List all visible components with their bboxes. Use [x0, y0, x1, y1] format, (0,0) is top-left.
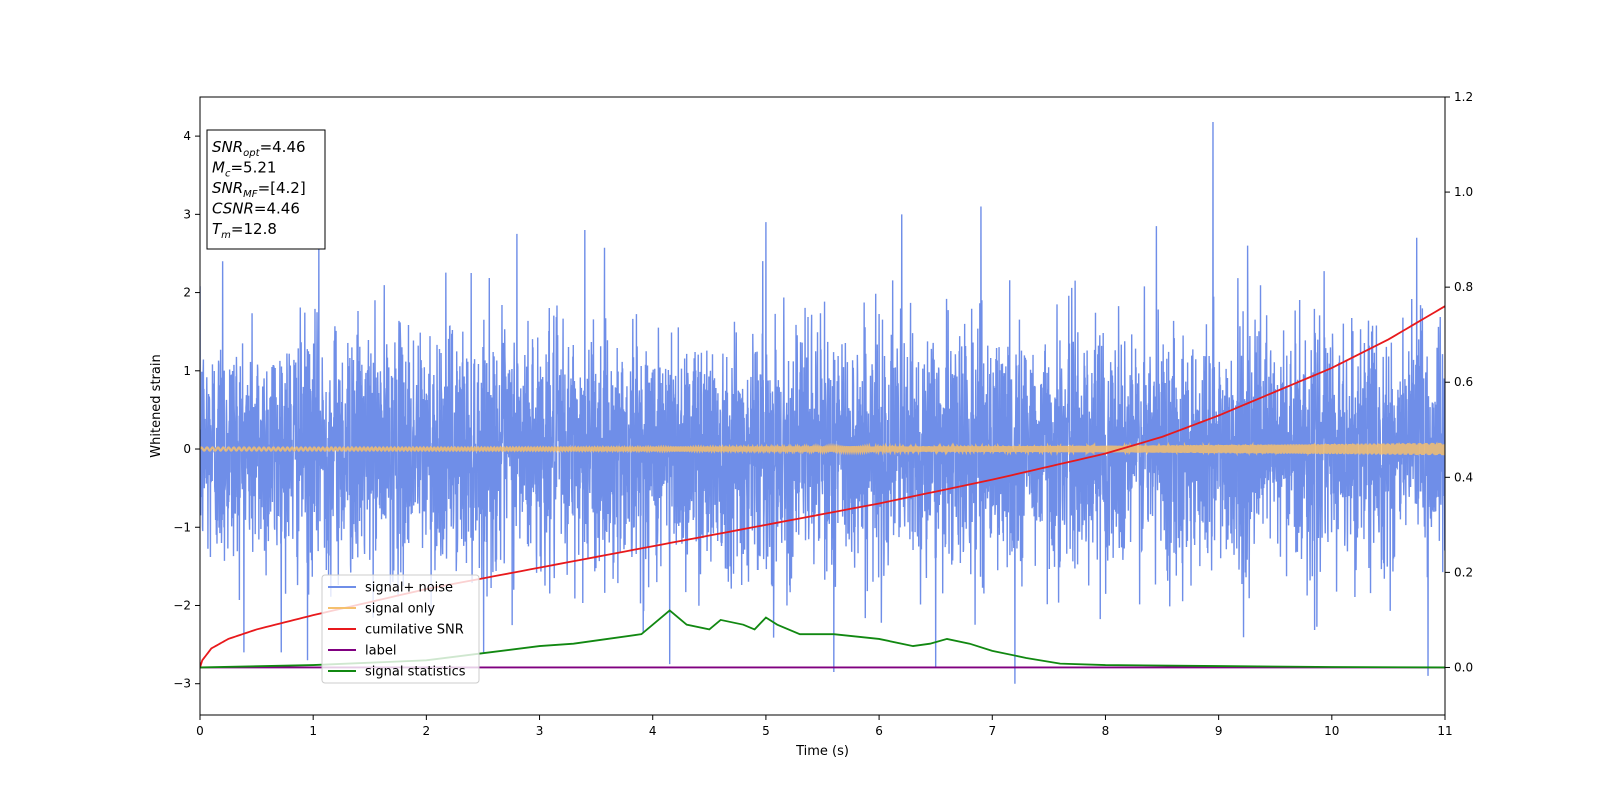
y-tick-label: 0 [183, 442, 191, 456]
x-tick-label: 11 [1437, 724, 1452, 738]
info-line-value: =4.46 [260, 138, 306, 156]
legend-label-signal-only: signal only [365, 602, 435, 617]
info-line-symbol: T [212, 220, 223, 238]
info-line: Mc=5.21 [212, 159, 276, 180]
series-cumilative-snr-line [200, 305, 1445, 668]
x-tick-label: 1 [309, 724, 317, 738]
x-tick-label: 9 [1215, 724, 1223, 738]
y-axis-right: 0.0 0.2 0.4 0.6 0.8 1.0 1.2 [1445, 90, 1473, 674]
series-signal-only-line [200, 441, 1445, 457]
info-box: SNRopt=4.46Mc=5.21SNRMF=[4.2]CSNR=4.46Tm… [206, 129, 326, 250]
info-line-symbol: SNR [212, 179, 243, 197]
x-tick-label: 4 [649, 724, 657, 738]
y-axis-label: Whitened strain [149, 354, 164, 457]
plot-frame [199, 96, 1446, 716]
x-tick-label: 5 [762, 724, 770, 738]
info-line: CSNR=4.46 [212, 200, 300, 218]
x-tick-label: 2 [423, 724, 431, 738]
x-tick-label: 7 [988, 724, 996, 738]
info-line-value: =4.46 [254, 200, 300, 218]
info-box-frame [206, 129, 326, 250]
info-line-value: =[4.2] [258, 179, 306, 197]
y-tick-label: −2 [173, 598, 191, 612]
legend-frame [321, 574, 480, 684]
info-line-subscript: MF [243, 189, 258, 200]
y-tick-label: −3 [173, 677, 191, 691]
info-line-symbol: SNR [212, 138, 243, 156]
x-tick-label: 10 [1324, 724, 1339, 738]
info-line: SNRMF=[4.2] [212, 179, 306, 200]
x-tick-label: 6 [875, 724, 883, 738]
legend-label-cumilative-snr: cumilative SNR [365, 623, 464, 638]
y-axis-left: −3 −2 −1 0 1 2 3 4 [173, 129, 200, 691]
y2-tick-label: 0.4 [1454, 470, 1473, 484]
info-line-subscript: m [221, 230, 231, 241]
series-signal-noise-line [200, 122, 1445, 684]
legend-label-signal-noise: signal+ noise [365, 581, 453, 596]
x-tick-label: 8 [1102, 724, 1110, 738]
y-tick-label: 2 [183, 286, 191, 300]
info-line-value: =5.21 [230, 159, 276, 177]
info-line: Tm=12.8 [212, 220, 277, 241]
x-axis: 0 1 2 3 4 5 6 7 8 9 10 11 [196, 715, 1453, 738]
legend-label-label: label [365, 644, 396, 659]
series-signal-statistics-line [200, 609, 1445, 669]
x-tick-label: 3 [536, 724, 544, 738]
y2-tick-label: 0.8 [1454, 280, 1473, 294]
info-line: SNRopt=4.46 [212, 138, 306, 159]
legend-label-signal-statistics: signal statistics [365, 665, 466, 680]
info-line-symbol: M [212, 159, 225, 177]
y2-tick-label: 1.0 [1454, 185, 1473, 199]
x-axis-label: Time (s) [795, 744, 849, 759]
info-line-subscript: opt [243, 148, 260, 159]
y-tick-label: 4 [183, 129, 191, 143]
y-tick-label: −1 [173, 520, 191, 534]
y-tick-label: 1 [183, 364, 191, 378]
y2-tick-label: 1.2 [1454, 90, 1473, 104]
y2-tick-label: 0.6 [1454, 375, 1473, 389]
info-line-subscript: c [225, 169, 231, 180]
info-line-symbol: CSNR [212, 200, 254, 218]
x-tick-label: 0 [196, 724, 204, 738]
info-line-value: =12.8 [231, 220, 277, 238]
legend: signal+ noise signal only cumilative SNR la… [321, 574, 480, 684]
y-tick-label: 3 [183, 207, 191, 221]
y2-tick-label: 0.2 [1454, 565, 1473, 579]
y2-tick-label: 0.0 [1454, 660, 1473, 674]
